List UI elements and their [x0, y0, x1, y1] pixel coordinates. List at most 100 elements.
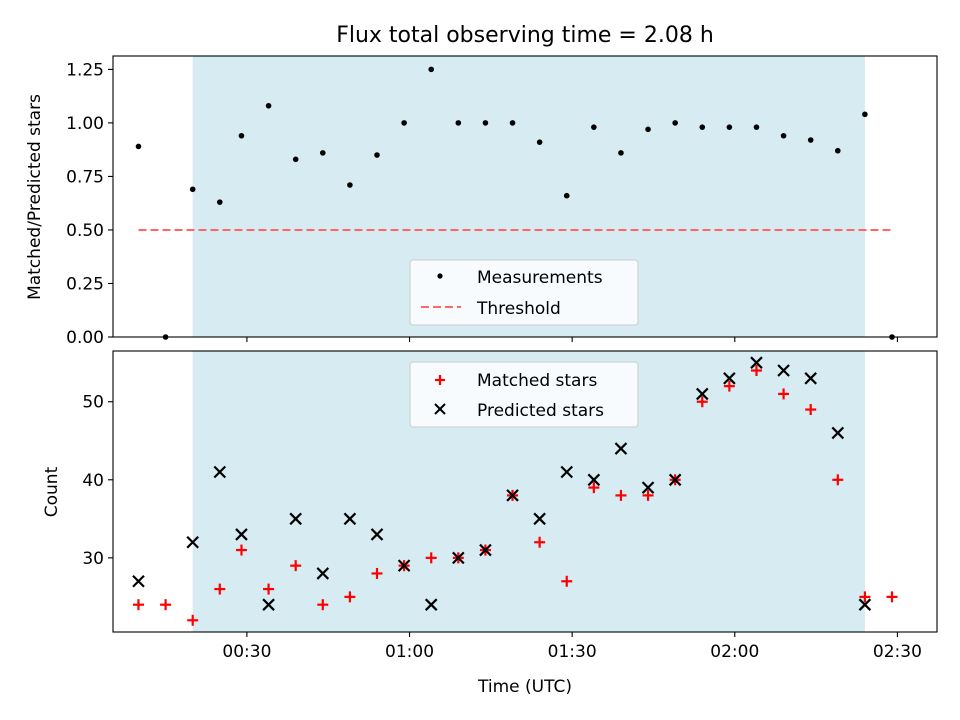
predicted-star-point: [587, 473, 601, 487]
matched-star-point: [371, 567, 383, 579]
measurement-point: [428, 66, 435, 73]
measurement-point: [536, 139, 543, 145]
predicted-star-point: [397, 559, 411, 572]
predicted-star-point: [262, 598, 275, 611]
legend-label-predicted-stars: Predicted stars: [477, 401, 604, 421]
matched-star-point: [696, 396, 708, 408]
predicted-star-point: [132, 574, 145, 588]
matched-star-point: [859, 591, 871, 603]
x-tick-label: 00:30: [222, 642, 271, 662]
matched-star-point: [235, 544, 247, 556]
predicted-star-point: [235, 528, 248, 541]
measurement-point: [401, 120, 407, 126]
y-tick-label: 0.00: [66, 328, 104, 348]
matched-star-point: [778, 388, 790, 400]
matched-star-point: [317, 599, 329, 611]
y-tick-label: 0.75: [66, 167, 104, 187]
measurement-point: [347, 182, 353, 188]
y-tick-label: 40: [82, 471, 104, 491]
matched-star-point: [187, 614, 199, 626]
predicted-star-point: [614, 442, 628, 455]
count-legend: Matched stars Predicted stars: [409, 361, 639, 428]
matched-star-point: [642, 489, 654, 501]
predicted-star-point: [289, 512, 302, 526]
measurement-point: [699, 124, 706, 130]
legend-label-threshold: Threshold: [476, 299, 561, 319]
y-tick-label: 30: [82, 549, 104, 569]
predicted-star-point: [831, 426, 845, 440]
measurement-point: [482, 120, 489, 126]
x-axis-label: Time (UTC): [477, 677, 572, 697]
predicted-star-point: [213, 465, 227, 479]
y-tick-label: 1.00: [66, 114, 104, 134]
matched-star-point: [886, 591, 898, 603]
measurement-point: [780, 132, 787, 139]
matched-star-point: [263, 583, 275, 595]
x-tick-label: 02:30: [873, 642, 922, 662]
matched-star-point: [425, 552, 437, 564]
matched-star-point: [615, 489, 627, 501]
x-tick-label: 01:30: [548, 642, 597, 662]
predicted-star-point: [750, 356, 763, 369]
predicted-star-point: [723, 372, 736, 385]
matched-star-point: [805, 404, 817, 416]
measurement-point: [645, 126, 651, 133]
measurement-point: [319, 150, 326, 156]
matched-star-point: [290, 560, 302, 572]
matched-star-point: [132, 599, 144, 611]
predicted-star-point: [533, 512, 546, 526]
predicted-star-point: [777, 364, 790, 377]
predicted-star-point: [641, 481, 655, 494]
legend-label-measurements: Measurements: [477, 268, 603, 288]
measurement-point: [807, 137, 814, 143]
predicted-star-point: [668, 473, 682, 487]
measurement-point: [726, 124, 733, 130]
predicted-star-point: [424, 598, 438, 611]
measurements-legend-marker: [437, 273, 443, 279]
predicted-star-point: [804, 372, 817, 385]
legend-label-matched-stars: Matched stars: [477, 371, 597, 391]
measurement-point: [862, 111, 868, 118]
measurement-point: [189, 186, 196, 193]
matched-star-point: [588, 482, 600, 494]
measurement-point: [563, 192, 570, 199]
measurement-point: [265, 102, 272, 109]
measurement-point: [753, 124, 760, 130]
matched-star-point: [534, 536, 546, 548]
predicted-star-point: [479, 543, 492, 557]
matched-stars-legend-marker: [435, 375, 445, 385]
predicted-star-point: [370, 528, 384, 541]
matched-star-point: [160, 599, 172, 611]
matched-star-point: [750, 365, 762, 377]
y-tick-label: 0.50: [66, 221, 104, 241]
predicted-star-point: [452, 551, 465, 565]
measurement-point: [455, 120, 462, 126]
measurement-point: [374, 152, 380, 158]
matched-star-point: [561, 575, 573, 587]
predicted-star-point: [695, 387, 709, 401]
chart-title: Flux total observing time = 2.08 h: [336, 23, 714, 48]
y-tick-label: 0.25: [66, 274, 104, 294]
measurement-point: [591, 124, 597, 130]
measurement-point: [216, 199, 223, 205]
predicted-star-point: [316, 567, 330, 580]
measurement-point: [238, 132, 245, 139]
measurement-point: [135, 143, 142, 150]
axes-frame: [112, 350, 938, 633]
predicted-star-point: [343, 512, 357, 526]
matched-star-point: [214, 583, 226, 595]
ratio-legend: Measurements Threshold: [409, 259, 639, 326]
predicted-star-point: [858, 598, 872, 611]
matched-star-point: [723, 380, 735, 392]
matched-star-point: [832, 474, 844, 486]
measurement-point: [618, 150, 624, 156]
predicted-star-point: [506, 489, 519, 502]
measurement-point: [509, 120, 516, 126]
axes-frame: [112, 55, 938, 338]
bottom-y-axis-label: Count: [42, 466, 62, 517]
y-tick-label: 1.25: [66, 60, 104, 80]
measurement-point: [292, 156, 299, 163]
predicted-stars-legend-marker: [434, 403, 446, 415]
measurement-point: [834, 147, 841, 154]
